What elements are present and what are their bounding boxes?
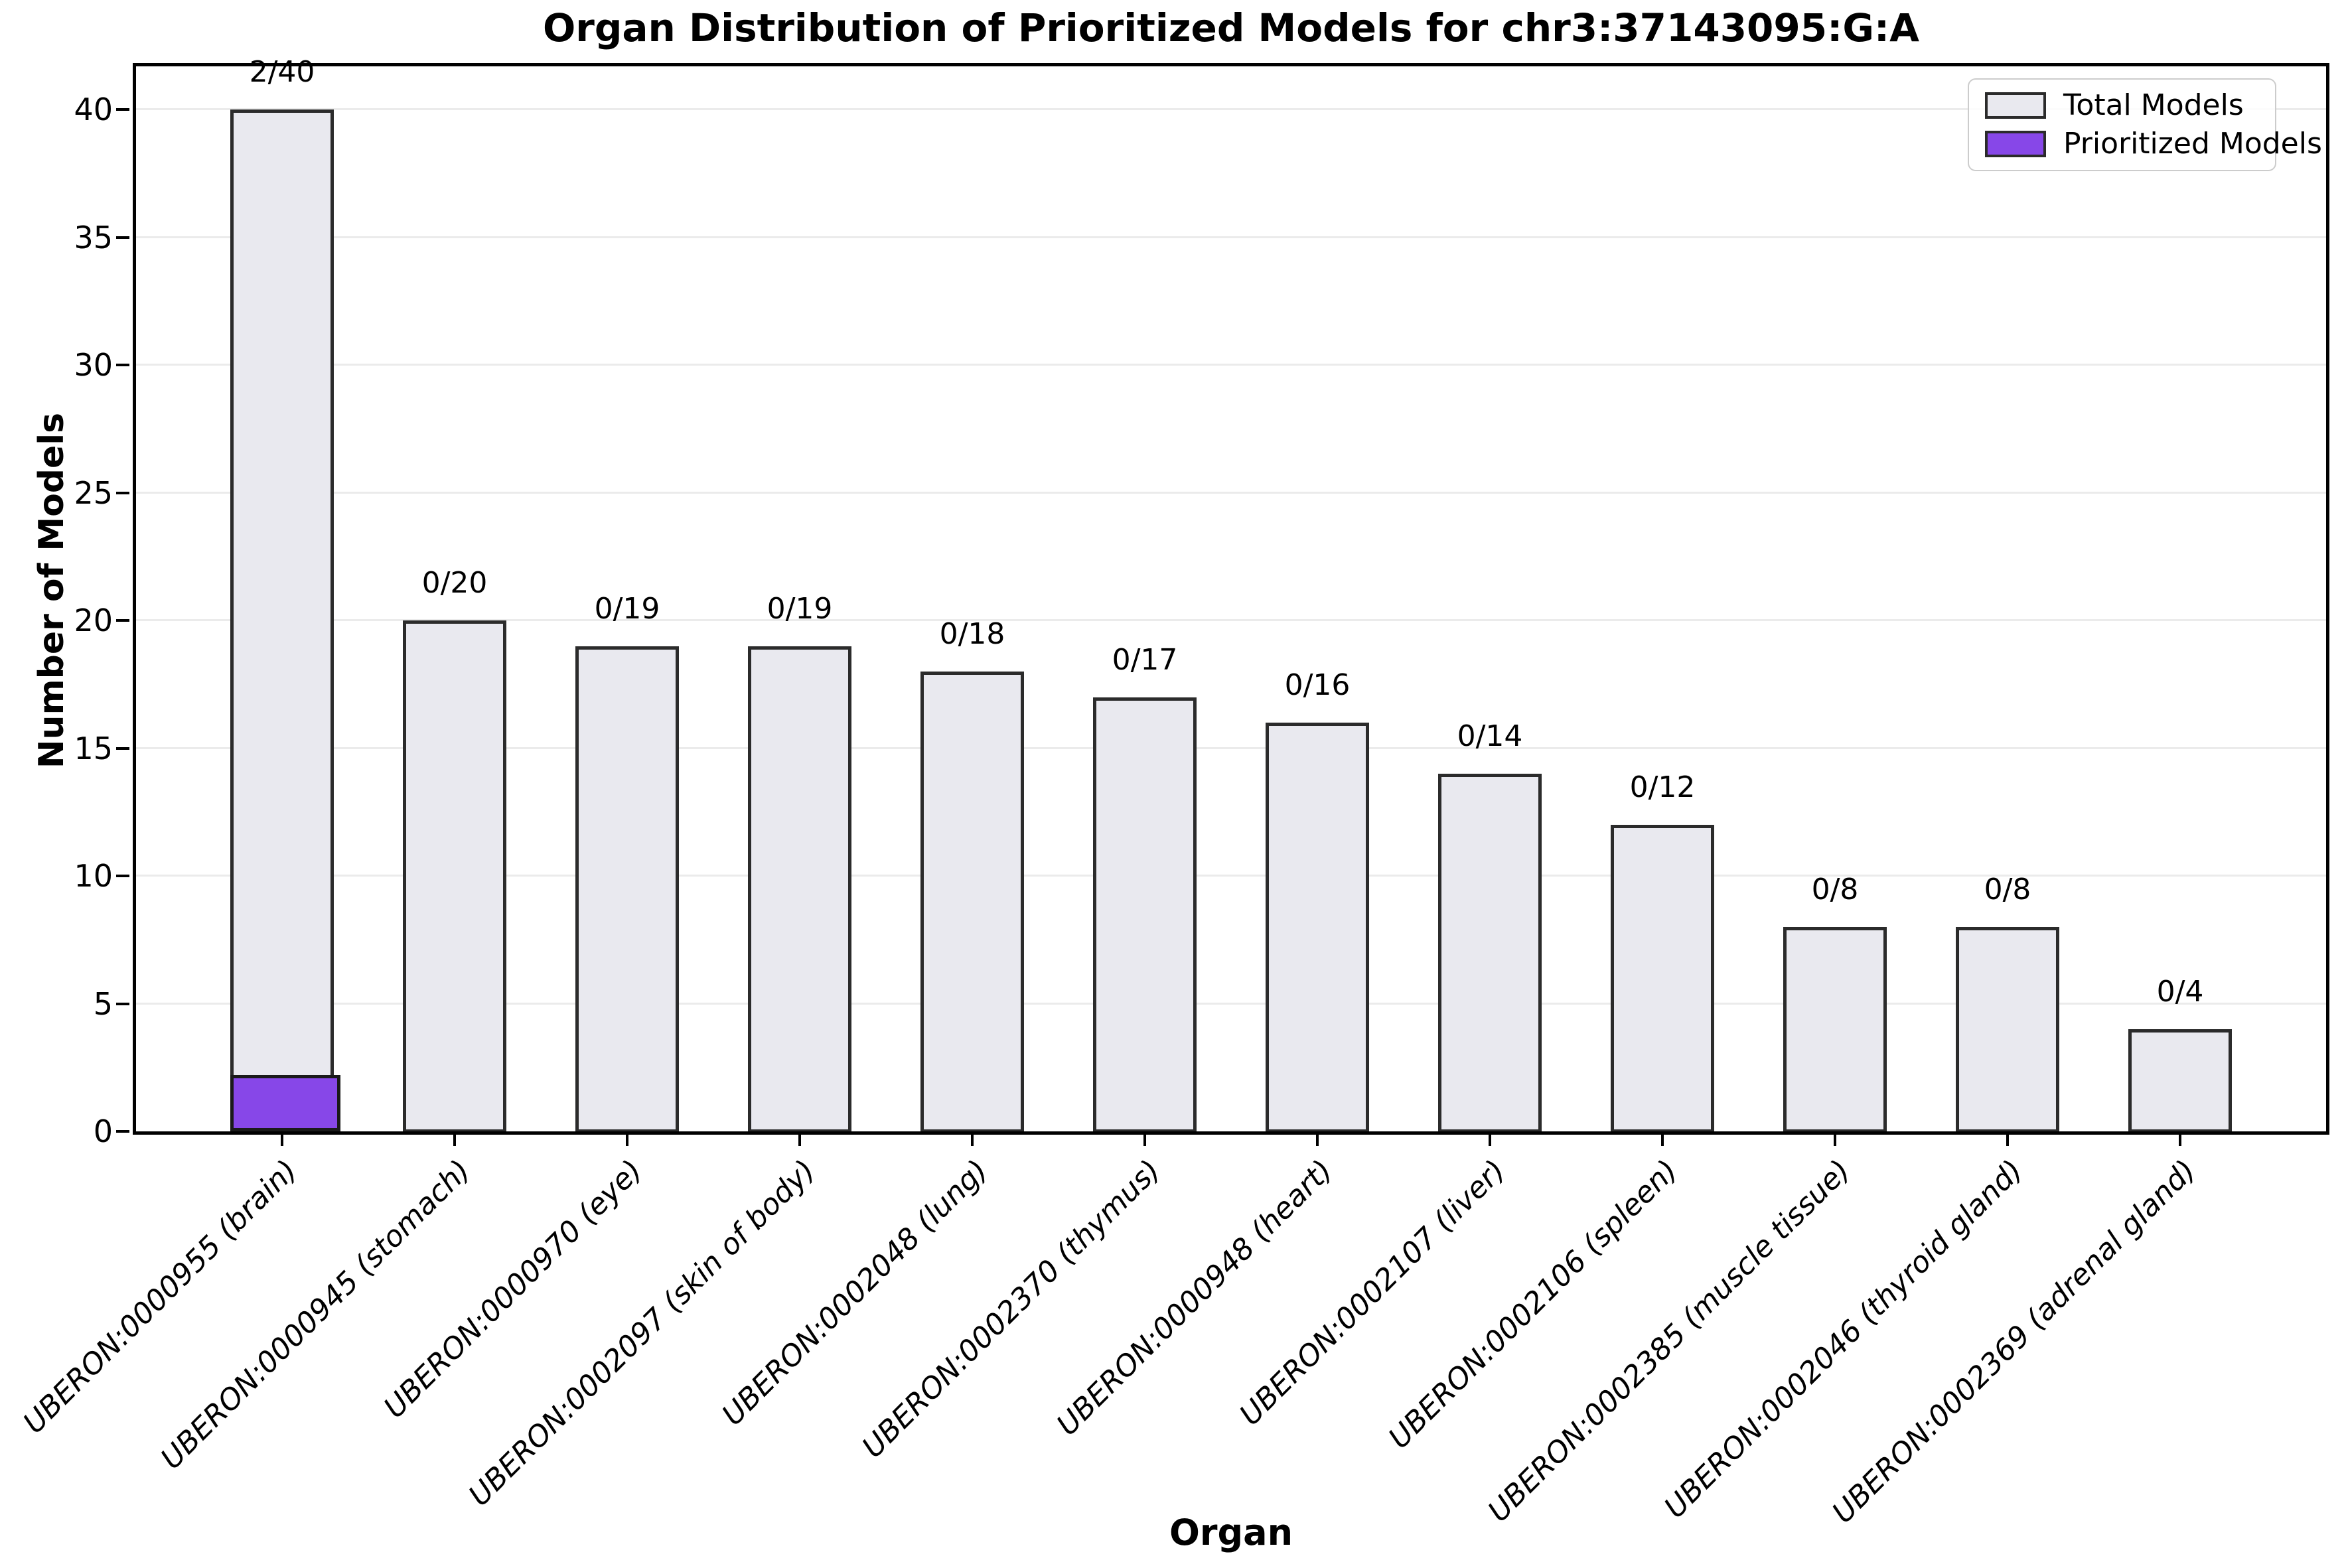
gridline-y-35 [136, 236, 2326, 238]
bar-total-models [748, 646, 851, 1131]
bar-value-label: 0/20 [421, 566, 488, 601]
bar-total-models [1956, 927, 2059, 1131]
x-tick-mark [626, 1131, 628, 1146]
legend: Total Models Prioritized Models [1968, 78, 2322, 171]
bar-total-models [1783, 927, 1887, 1131]
bar-value-label: 0/19 [767, 591, 833, 626]
y-tick-label-35: 35 [74, 219, 113, 255]
bar-total-models [1611, 825, 1714, 1131]
y-tick-label-15: 15 [74, 730, 113, 766]
bar-value-label: 0/14 [1457, 719, 1523, 754]
bar-total-models [920, 672, 1024, 1131]
y-tick-mark-0 [116, 1130, 129, 1133]
y-tick-mark-20 [116, 619, 129, 622]
bar-total-models [1266, 723, 1369, 1131]
x-tick-mark [1661, 1131, 1664, 1146]
y-tick-mark-40 [116, 108, 129, 111]
y-tick-label-10: 10 [74, 858, 113, 894]
x-tick-label: UBERON:0002369 (adrenal gland) [1825, 1153, 2203, 1530]
gridline-y-10 [136, 875, 2326, 877]
x-tick-mark [2006, 1131, 2009, 1146]
x-tick-mark [1834, 1131, 1836, 1146]
legend-swatch-total-models [1985, 92, 2046, 119]
y-tick-mark-15 [116, 747, 129, 750]
bar-prioritized-models [230, 1075, 340, 1131]
x-tick-label: UBERON:0002370 (thymus) [855, 1153, 1167, 1465]
x-tick-mark [1143, 1131, 1146, 1146]
y-tick-label-30: 30 [74, 347, 113, 383]
gridline-y-25 [136, 491, 2326, 494]
gridline-y-15 [136, 747, 2326, 749]
legend-label-total-models: Total Models [2063, 88, 2244, 122]
x-tick-mark [453, 1131, 456, 1146]
y-tick-label-25: 25 [74, 474, 113, 511]
x-tick-mark [1489, 1131, 1491, 1146]
gridline-y-30 [136, 364, 2326, 366]
bar-value-label: 0/12 [1629, 770, 1696, 805]
x-tick-mark [281, 1131, 283, 1146]
bar-value-label: 0/8 [1811, 873, 1859, 907]
gridline-y-20 [136, 619, 2326, 621]
legend-entry-prioritized: Prioritized Models [1985, 129, 2322, 159]
legend-label-prioritized-models: Prioritized Models [2063, 127, 2322, 161]
y-tick-mark-5 [116, 1002, 129, 1005]
x-tick-label: UBERON:0002046 (thyroid gland) [1658, 1153, 2030, 1525]
chart-title: Organ Distribution of Prioritized Models… [542, 5, 1920, 50]
x-tick-label: UBERON:0002385 (muscle tissue) [1481, 1153, 1858, 1529]
bar-value-label: 0/18 [939, 617, 1005, 652]
x-tick-label: UBERON:0000955 (brain) [17, 1153, 305, 1441]
x-tick-mark [1316, 1131, 1319, 1146]
x-tick-label: UBERON:0000948 (heart) [1050, 1153, 1340, 1443]
x-tick-label: UBERON:0002097 (skin of body) [462, 1153, 822, 1513]
x-tick-mark [798, 1131, 801, 1146]
bar-value-label: 0/8 [1984, 873, 2031, 907]
bar-total-models [1438, 774, 1542, 1131]
legend-entry-total: Total Models [1985, 91, 2259, 120]
bar-total-models [1093, 697, 1197, 1131]
y-tick-mark-35 [116, 236, 129, 239]
x-axis-label: Organ [1169, 1512, 1293, 1553]
bar-value-label: 0/19 [594, 591, 660, 626]
x-tick-mark [971, 1131, 974, 1146]
bar-total-models [2128, 1029, 2232, 1131]
y-tick-mark-30 [116, 364, 129, 366]
gridline-y-5 [136, 1002, 2326, 1005]
bar-value-label: 0/4 [2156, 975, 2204, 1009]
y-tick-label-20: 20 [74, 603, 113, 638]
bar-total-models [575, 646, 679, 1131]
x-tick-mark [2179, 1131, 2181, 1146]
y-tick-label-5: 5 [93, 985, 113, 1022]
y-tick-mark-10 [116, 875, 129, 877]
x-tick-label: UBERON:0000945 (stomach) [154, 1153, 477, 1476]
y-tick-label-0: 0 [93, 1113, 113, 1149]
gridline-y-40 [136, 108, 2326, 110]
bar-total-models [230, 109, 340, 1131]
bar-total-models [403, 620, 506, 1131]
plot-area: 0 5 10 15 20 25 30 35 40 2/40 UBERON:0000955 (brai… [17, 56, 2329, 1530]
y-tick-mark-25 [116, 491, 129, 494]
bar-value-label: 0/17 [1112, 642, 1178, 677]
y-axis-label: Number of Models [32, 412, 72, 769]
y-tick-label-40: 40 [74, 92, 113, 127]
bar-value-label: 0/16 [1284, 668, 1351, 703]
x-tick-label: UBERON:0002106 (spleen) [1382, 1153, 1685, 1456]
bar-value-label: 2/40 [249, 55, 315, 90]
legend-swatch-prioritized-models [1985, 131, 2046, 157]
